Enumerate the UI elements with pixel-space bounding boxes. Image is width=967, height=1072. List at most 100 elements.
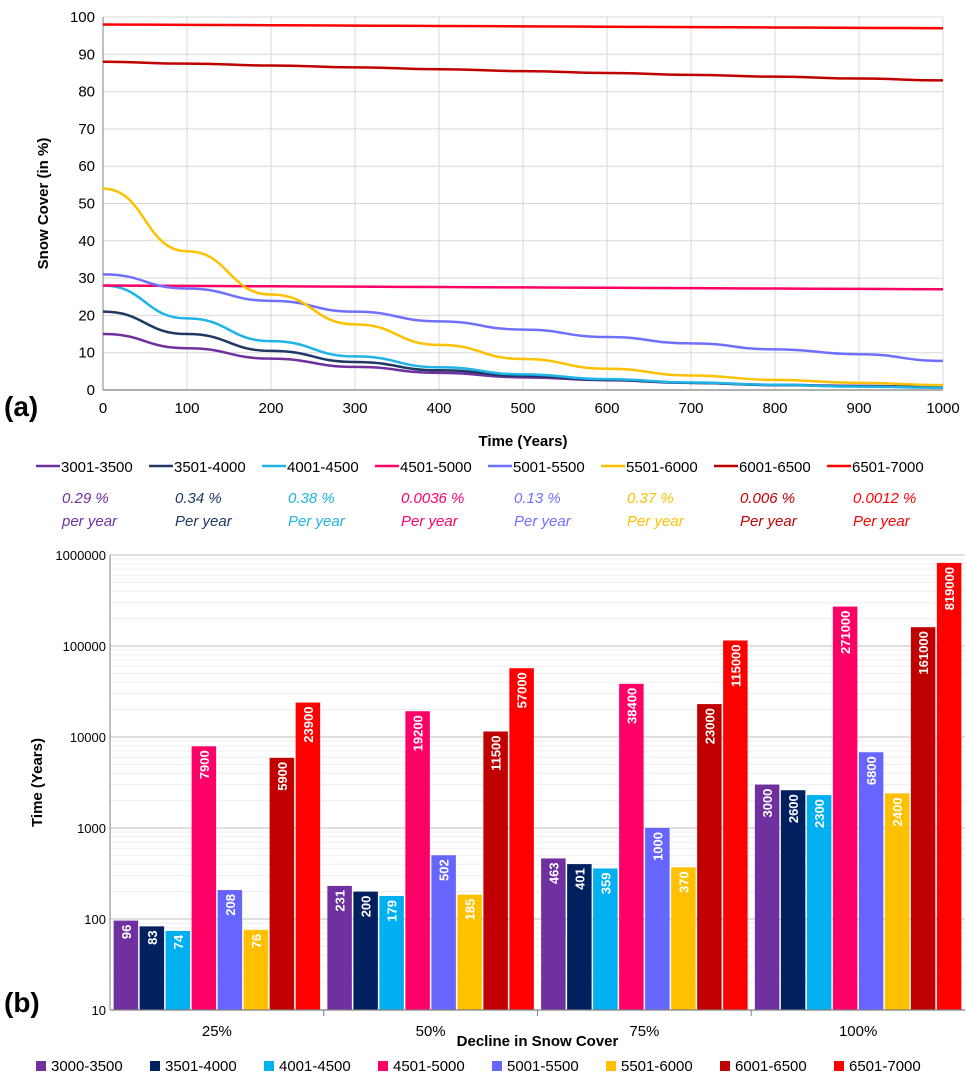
bar-6001-6500-75% [697,704,722,1010]
x-tick-label: 1000 [926,400,959,417]
legend-label: 6001-6500 [735,1058,807,1072]
panel-b-label: (b) [4,987,40,1018]
rate-value: 0.37 % [627,490,674,507]
bar-4501-5000-75% [619,683,644,1010]
x-tick-label: 600 [594,400,619,417]
series-line-4001-4500 [102,284,944,390]
legend-swatch-6501-7000 [834,1061,844,1071]
bar-4501-5000-50% [405,711,430,1010]
rate-unit: Per year [627,513,684,530]
rate-value: 0.0036 % [401,490,465,507]
rate-annotation: 0.34 % Per year [175,487,285,533]
bar-6501-7000-50% [509,668,534,1010]
bar-value-label: 463 [546,862,561,884]
legend-label: 5501-6000 [626,459,698,476]
x-tick-label: 100 [174,400,199,417]
legend-swatch-4501-5000 [378,1061,388,1071]
bar-4001-4500-100% [806,795,832,1010]
bar-value-label: 401 [572,868,587,890]
series-line-5501-6000 [102,187,944,387]
bar-value-label: 271000 [838,611,853,654]
bar-6001-6500-100% [910,627,936,1010]
y-tick-label: 60 [78,158,95,175]
bar-4501-5000-100% [832,606,858,1010]
legend-label: 3001-3500 [61,459,133,476]
bar-chart-legend: 3000-3500 3501-4000 4001-4500 4501-5000 5001… [36,1058,921,1072]
y-tick-label: 10 [92,1003,106,1018]
bar-value-label: 6800 [864,756,879,785]
y-tick-label: 1000 [77,821,106,836]
bar-value-label: 11500 [489,735,504,770]
legend-label: 4001-4500 [287,459,359,476]
x-tick-label: 200 [258,400,283,417]
bar-value-label: 1000 [650,832,665,861]
legend-swatch-5501-6000 [606,1061,616,1071]
rate-unit: Per year [401,513,458,530]
bar-4001-4500-75% [593,868,618,1010]
y-tick-label: 1000000 [55,548,106,563]
category-label: 100% [839,1023,877,1040]
y-tick-label: 30 [78,270,95,287]
rate-value: 0.006 % [740,490,796,507]
bar-3000-3500-100% [754,784,780,1010]
rate-value: 0.0012 % [853,490,917,507]
rate-value: 0.29 % [62,490,109,507]
x-axis-title: Time (Years) [479,433,568,450]
bar-value-label: 370 [676,871,691,893]
bar-6001-6500-25% [269,757,295,1010]
rate-annotation: 0.0036 % Per year [401,487,511,533]
rate-unit: Per year [853,513,910,530]
legend-swatch-3000-3500 [36,1061,46,1071]
series-line-6501-7000 [102,23,944,30]
legend-label: 6001-6500 [739,459,811,476]
y-tick-label: 20 [78,307,95,324]
rate-annotation: 0.38 % Per year [288,487,398,533]
bar-5501-6000-75% [671,867,696,1010]
legend-label: 3501-4000 [174,459,246,476]
legend-label: 6501-7000 [849,1058,921,1072]
legend-label: 3000-3500 [51,1058,123,1072]
bar-value-label: 115000 [728,644,743,687]
bar-3000-3500-25% [113,920,139,1010]
decline-time-bar-chart: 10 100 1000 10000 100000 1000000 96 83 74 7900 208… [29,548,965,1050]
bar-6501-7000-25% [295,702,321,1010]
bar-5501-6000-50% [457,894,482,1010]
bar-3501-4000-75% [567,864,592,1010]
bar-value-label: 74 [171,934,186,949]
legend-swatch-5001-5500 [492,1061,502,1071]
bar-value-label: 208 [223,894,238,916]
legend-swatch-4001-4500 [264,1061,274,1071]
legend-swatch-3501-4000 [150,1061,160,1071]
bar-value-label: 23000 [702,708,717,744]
legend-label: 5001-5500 [513,459,585,476]
x-tick-label: 300 [342,400,367,417]
bar-value-label: 179 [385,900,400,922]
bar-5001-5500-25% [217,890,243,1010]
rate-value: 0.38 % [288,490,335,507]
bar-value-label: 3000 [760,789,775,818]
bar-4001-4500-50% [379,895,404,1010]
rate-annotation: 0.006 % Per year [740,487,850,533]
y-tick-label: 10 [78,345,95,362]
x-tick-label: 700 [678,400,703,417]
x-axis-title: Decline in Snow Cover [457,1033,619,1050]
legend-label: 5001-5500 [507,1058,579,1072]
bar-value-label: 231 [333,890,348,912]
bar-value-label: 96 [119,925,134,939]
x-tick-label: 500 [510,400,535,417]
bar-value-label: 359 [598,872,613,894]
rate-unit: per year [62,513,118,530]
y-axis-title: Snow Cover (in %) [35,138,52,270]
legend-label: 4001-4500 [279,1058,351,1072]
category-label: 25% [202,1023,232,1040]
bar-value-label: 5900 [275,762,290,791]
bar-3501-4000-25% [139,926,165,1010]
y-tick-label: 0 [87,382,95,399]
bar-6501-7000-75% [723,640,748,1010]
rate-unit: Per year [514,513,571,530]
y-tick-label: 100 [70,9,95,26]
y-tick-label: 90 [78,46,95,63]
series-line-5001-5500 [102,273,944,363]
snow-cover-line-chart: 0 100 200 300 400 500 600 700 800 900 1000 0 10 20 30 4… [35,9,960,450]
